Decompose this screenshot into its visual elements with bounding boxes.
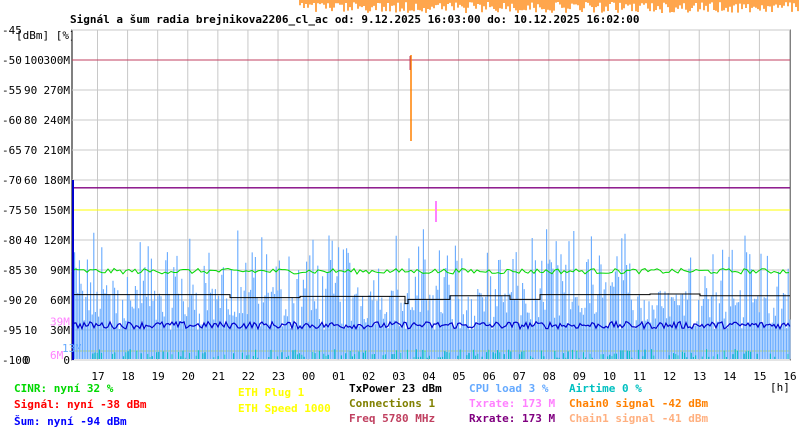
- y-tick-pct: 10: [24, 324, 37, 337]
- y-tick-pct: 0: [24, 354, 31, 367]
- txpower-series: [72, 293, 790, 305]
- legend-item: Connections 1: [349, 397, 436, 410]
- x-tick-label: 18: [121, 370, 134, 383]
- x-tick-label: 17: [91, 370, 104, 383]
- x-unit-label: [h]: [770, 381, 790, 394]
- x-tick-label: 21: [212, 370, 225, 383]
- y-tick-mbit: 240M: [44, 114, 71, 127]
- x-tick-label: 06: [483, 370, 496, 383]
- x-tick-label: 04: [422, 370, 436, 383]
- x-tick-label: 20: [182, 370, 195, 383]
- y-tick-mbit: 180M: [44, 174, 71, 187]
- legend-item: Rxrate: 173 M: [469, 412, 556, 425]
- chart-title: Signál a šum radia brejnikova2206_cl_ac …: [70, 13, 640, 26]
- y-tick-dbm: -45: [2, 24, 22, 37]
- y-tick-mbit: 150M: [44, 204, 71, 217]
- y-tick-mbit: 300M: [44, 54, 71, 67]
- legend-item: ETH Plug 1: [238, 386, 305, 399]
- x-tick-label: 12: [663, 370, 676, 383]
- legend-item: Freq 5780 MHz: [349, 412, 436, 425]
- x-tick-label: 13: [693, 370, 706, 383]
- y-tick-pct: 90: [24, 84, 37, 97]
- y-tick-dbm: -70: [2, 174, 22, 187]
- x-tick-label: 05: [452, 370, 465, 383]
- x-tick-label: 09: [573, 370, 586, 383]
- y-tick-pct: 20: [24, 294, 37, 307]
- y-tick-dbm: -100: [2, 354, 29, 367]
- noise-series: [71, 320, 791, 331]
- x-tick-label: 14: [723, 370, 737, 383]
- x-tick-label: 00: [302, 370, 315, 383]
- x-tick-label: 02: [362, 370, 375, 383]
- y-tick-mbit: 0: [63, 354, 70, 367]
- y-tick-dbm: -85: [2, 264, 22, 277]
- y-tick-dbm: -80: [2, 234, 22, 247]
- y-tick-dbm: -75: [2, 204, 22, 217]
- y-units-label: [dBm] [%]: [16, 29, 76, 42]
- y-tick-dbm: -95: [2, 324, 22, 337]
- legend-item: Txrate: 173 M: [469, 397, 556, 410]
- airtime-series: [92, 349, 789, 359]
- chain0-signal-band: [299, 0, 799, 13]
- legend-item: Chain1 signal -41 dBm: [569, 412, 709, 425]
- y-tick-dbm: -50: [2, 54, 22, 67]
- y-tick-dbm: -55: [2, 84, 22, 97]
- y-tick-mbit: 270M: [44, 84, 71, 97]
- x-tick-label: 10: [603, 370, 616, 383]
- legend-item: TxPower 23 dBm: [349, 382, 442, 395]
- legend-item: CINR: nyní 32 %: [14, 382, 114, 395]
- cinr-series: [71, 267, 790, 275]
- y-tick-mbit: 30M: [50, 324, 70, 337]
- y-tick-pct: 80: [24, 114, 37, 127]
- x-tick-label: 03: [392, 370, 405, 383]
- y-tick-pct: 60: [24, 174, 37, 187]
- y-tick-pct: 70: [24, 144, 37, 157]
- x-tick-label: 22: [242, 370, 255, 383]
- x-tick-label: 19: [152, 370, 165, 383]
- inline-label-39m: 39M: [50, 316, 70, 329]
- y-tick-dbm: -60: [2, 114, 22, 127]
- inline-label-6m: 6M: [50, 349, 64, 362]
- y-tick-dbm: -90: [2, 294, 22, 307]
- legend-item: ETH Speed 1000: [238, 402, 331, 415]
- legend-item: Airtime 0 %: [569, 382, 642, 395]
- y-tick-mbit: 210M: [44, 144, 71, 157]
- y-tick-pct: 100: [24, 54, 44, 67]
- x-tick-label: 11: [633, 370, 646, 383]
- y-tick-pct: 50: [24, 204, 37, 217]
- x-tick-label: 15: [753, 370, 766, 383]
- y-tick-mbit: 90M: [50, 264, 70, 277]
- x-tick-label: 16: [783, 370, 796, 383]
- x-tick-label: 01: [332, 370, 345, 383]
- y-tick-dbm: -65: [2, 144, 22, 157]
- x-tick-label: 08: [543, 370, 556, 383]
- legend-item: Signál: nyní -38 dBm: [14, 398, 147, 411]
- legend-item: CPU load 3 %: [469, 382, 549, 395]
- x-tick-label: 07: [513, 370, 526, 383]
- inline-label-13m: 13M: [62, 342, 82, 355]
- y-tick-mbit: 120M: [44, 234, 71, 247]
- legend-item: Šum: nyní -94 dBm: [14, 415, 127, 428]
- y-tick-mbit: 60M: [50, 294, 70, 307]
- y-tick-pct: 30: [24, 264, 37, 277]
- x-tick-label: 23: [272, 370, 285, 383]
- y-tick-pct: 40: [24, 234, 37, 247]
- legend-item: Chain0 signal -42 dBm: [569, 397, 709, 410]
